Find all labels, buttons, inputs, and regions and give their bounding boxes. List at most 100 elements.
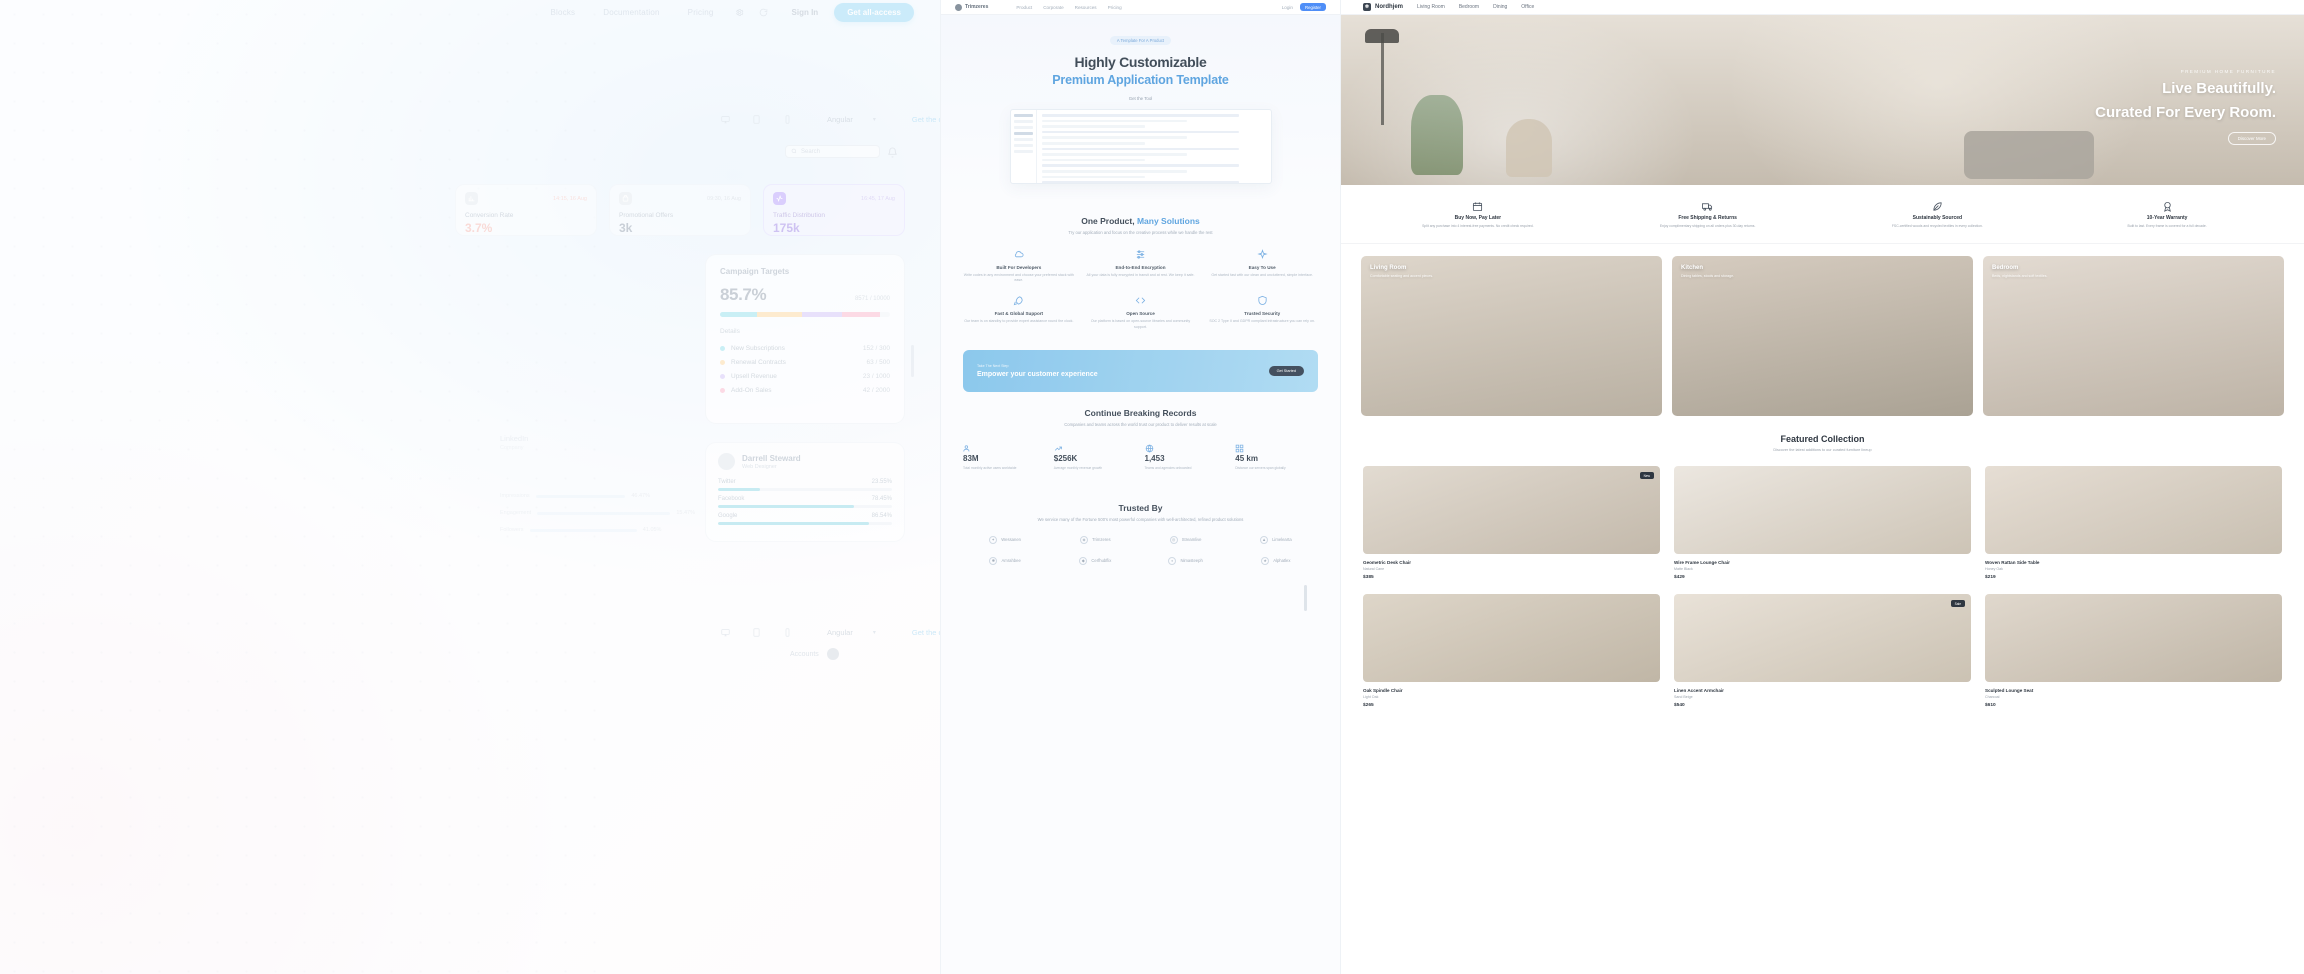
product-price: $385 xyxy=(1363,575,1374,581)
brand-logo[interactable]: ❄ Nordhjem xyxy=(1363,3,1403,11)
product-image: Sale xyxy=(1674,594,1971,683)
get-all-access-button[interactable]: Get all-access xyxy=(834,2,914,22)
nav-link-dining[interactable]: Dining xyxy=(1493,4,1508,10)
logo-mark-icon: ✦ xyxy=(989,535,998,544)
discover-more-button[interactable]: Discover More xyxy=(2227,132,2276,146)
nav-link-product[interactable]: Product xyxy=(1016,4,1033,10)
product-card[interactable]: Sculpted Lounge Seat Charcoal $610 xyxy=(1985,594,2282,708)
get-started-button[interactable]: Get Started xyxy=(1268,365,1304,376)
product-card[interactable]: Wire Frame Lounge Chair Matte Black $429 xyxy=(1674,466,1971,580)
category-card-living-room[interactable]: Living Room Comfortable seating and acce… xyxy=(1361,256,1662,417)
framework-select[interactable]: Angular xyxy=(827,114,853,124)
avatar[interactable] xyxy=(826,648,839,660)
category-sub: Dining tables, stools and storage. xyxy=(1681,274,1735,279)
preview-panel-template-site: Trimzeres Product Corporate Resources Pr… xyxy=(940,0,1340,974)
product-card[interactable]: Oak Spindle Chair Light Oak $265 xyxy=(1363,594,1660,708)
product-card[interactable]: New Geometric Desk Chair Natural Cane $3… xyxy=(1363,466,1660,580)
social-stats-list: Twitter 23.55% Facebook 78.45% xyxy=(718,479,892,525)
search-input[interactable]: Search xyxy=(785,145,880,158)
partner-logo: ◆ Cerfhubflix xyxy=(1053,556,1137,565)
partner-logo: ▲ Limelearta xyxy=(1234,535,1318,544)
chevron-down-icon[interactable]: ▾ xyxy=(872,116,876,123)
stat-value: 3.7% xyxy=(465,221,493,235)
flower-icon: ❄ xyxy=(1363,3,1371,11)
partner-name: Wessanen xyxy=(1001,537,1021,543)
scrollbar-thumb[interactable] xyxy=(911,345,914,377)
mobile-icon[interactable] xyxy=(782,627,793,638)
sign-in-button[interactable]: Sign In xyxy=(791,7,819,17)
solutions-section: One Product, Many Solutions Try our appl… xyxy=(941,200,1340,346)
scrollbar-thumb[interactable] xyxy=(1304,585,1307,611)
template-site-header: Trimzeres Product Corporate Resources Pr… xyxy=(941,0,1340,15)
stat-card-promotional-offers[interactable]: 09:30, 16 Aug Promotional Offers 3k xyxy=(609,184,751,236)
progress-bar xyxy=(718,522,892,525)
get-the-code-link[interactable]: Get the code xyxy=(911,627,940,637)
legend-dot xyxy=(720,373,725,379)
nav-link-documentation[interactable]: Documentation xyxy=(603,7,660,17)
preview-panel-dashboard: Blocks Documentation Pricing Sign In Get… xyxy=(0,0,940,974)
stat-card-conversion-rate[interactable]: 14:15, 16 Aug Conversion Rate 3.7% xyxy=(455,184,597,236)
mobile-icon[interactable] xyxy=(782,114,793,125)
stat-item: 45 km Distance our servers span globally xyxy=(1235,440,1318,471)
tablet-icon[interactable] xyxy=(751,627,762,638)
logo-mark-icon: ✺ xyxy=(989,556,998,565)
bag-icon xyxy=(619,192,632,205)
register-button[interactable]: Register xyxy=(1299,3,1326,11)
mockup-content xyxy=(1037,110,1271,183)
product-card[interactable]: Woven Rattan Side Table Honey Oak $219 xyxy=(1985,466,2282,580)
grid-icon xyxy=(1235,440,1244,453)
perk-title: Buy Now, Pay Later xyxy=(1454,215,1502,221)
list-item: Upsell Revenue 23 / 1000 xyxy=(720,369,890,383)
partner-name: Nimasteeph xyxy=(1180,558,1203,564)
feature-item: End-to-End Encryption All your data is f… xyxy=(1085,249,1197,283)
tablet-icon[interactable] xyxy=(751,114,762,125)
item-label: Twitter xyxy=(718,479,736,485)
nav-link-living-room[interactable]: Living Room xyxy=(1417,4,1445,10)
rocket-icon xyxy=(1013,295,1024,306)
logo-mark-icon: ◆ xyxy=(1079,556,1088,565)
hero-section: A Template For A Product Highly Customiz… xyxy=(941,15,1340,200)
perk-item: Free Shipping & Returns Enjoy compliment… xyxy=(1597,199,1819,229)
login-link[interactable]: Login xyxy=(1281,4,1293,10)
stat-card-traffic-distribution[interactable]: 16:45, 17 Aug Traffic Distribution 175k xyxy=(763,184,905,236)
nav-link-office[interactable]: Office xyxy=(1521,4,1535,10)
refresh-icon[interactable] xyxy=(757,5,771,19)
chevron-down-icon[interactable]: ▾ xyxy=(872,629,876,636)
partner-logo: ★ Alphatlex xyxy=(1234,556,1318,565)
feature-title: Open Source xyxy=(1126,311,1155,317)
nav-link-pricing[interactable]: Pricing xyxy=(1107,4,1122,10)
nav-link-bedroom[interactable]: Bedroom xyxy=(1458,4,1480,10)
cta-band: Take The Next Step Empower your customer… xyxy=(963,349,1318,392)
feature-title: Easy To Use xyxy=(1248,265,1276,270)
feature-grid: Built For Developers Write codes in any … xyxy=(963,249,1318,330)
perk-desc: Built to last. Every frame is covered fo… xyxy=(2127,224,2207,228)
feature-desc: Write codes in any environment and choos… xyxy=(963,273,1074,283)
brand-logo[interactable]: Trimzeres xyxy=(955,3,988,11)
item-value: 23.55% xyxy=(871,479,892,485)
category-row: Living Room Comfortable seating and acce… xyxy=(1341,244,2304,417)
footer-account[interactable]: Accounts xyxy=(790,648,839,660)
logo-mark-icon: ▲ xyxy=(1260,535,1269,544)
avatar xyxy=(718,453,735,470)
product-card[interactable]: Sale Linen Accent Armchair Sand Beige $5… xyxy=(1674,594,1971,708)
nav-link-pricing[interactable]: Pricing xyxy=(687,7,714,17)
category-name: Living Room xyxy=(1370,265,1407,272)
nav-link-corporate[interactable]: Corporate xyxy=(1043,4,1064,10)
nav-link-resources[interactable]: Resources xyxy=(1074,4,1097,10)
legend-dot xyxy=(720,387,725,393)
stat-label: Traffic Distribution xyxy=(773,212,826,219)
category-card-kitchen[interactable]: Kitchen Dining tables, stools and storag… xyxy=(1672,256,1973,417)
get-the-code-link[interactable]: Get the code xyxy=(911,114,940,124)
framework-select[interactable]: Angular xyxy=(827,627,853,637)
desktop-icon[interactable] xyxy=(720,114,731,125)
category-card-bedroom[interactable]: Bedroom Beds, nightstands and soft texti… xyxy=(1983,256,2284,417)
bell-icon[interactable] xyxy=(887,145,900,158)
partner-logo: ◐ Nimasteeph xyxy=(1144,556,1228,565)
product-variant: Charcoal xyxy=(1985,695,2000,700)
gear-icon[interactable] xyxy=(733,5,747,19)
hero-cta-link[interactable]: Get the Tool xyxy=(1128,96,1153,101)
desktop-icon[interactable] xyxy=(720,627,731,638)
nav-link-blocks[interactable]: Blocks xyxy=(550,7,576,17)
category-name: Bedroom xyxy=(1992,265,2019,272)
product-name: Linen Accent Armchair xyxy=(1674,688,1724,694)
